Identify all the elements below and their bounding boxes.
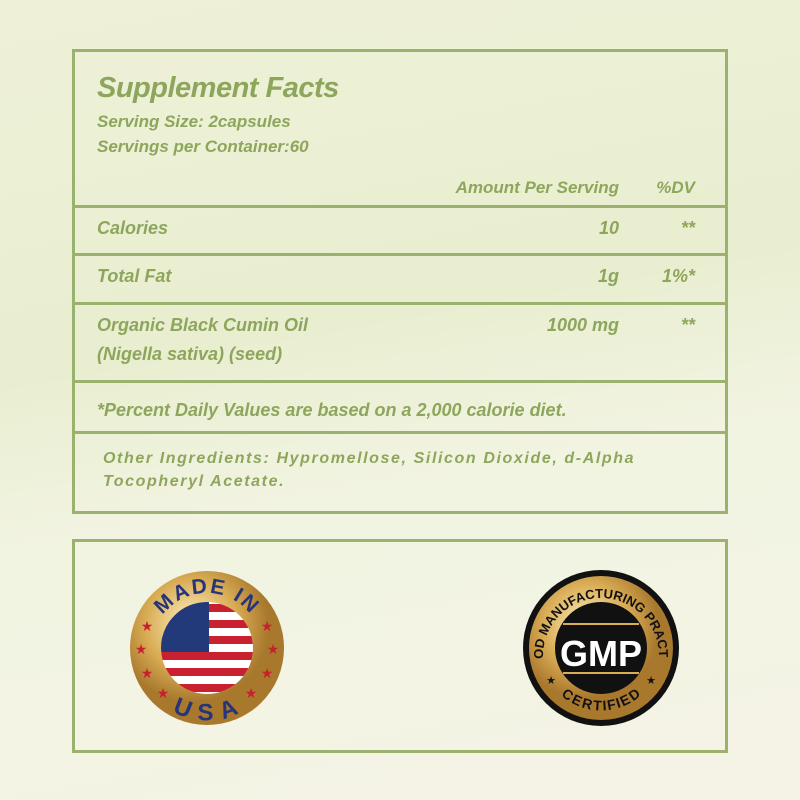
divider (75, 431, 725, 434)
svg-text:★: ★ (245, 685, 258, 701)
made-in-usa-badge: MADE IN USA ★ ★★ ★★ ★★ ★ (130, 571, 284, 727)
divider (75, 380, 725, 383)
row-fat-name: Total Fat (97, 266, 172, 286)
svg-text:★: ★ (141, 665, 154, 681)
facts-title: Supplement Facts (97, 72, 339, 104)
dv-footnote: *Percent Daily Values are based on a 2,0… (97, 400, 567, 420)
col-dv-header: %DV (656, 178, 695, 197)
row-fat-dv: 1%* (661, 266, 695, 286)
row-cumin-name-latin: (Nigella sativa) (seed) (97, 344, 283, 364)
servings-per-container: Servings per Container:60 (97, 137, 309, 156)
row-calories-amount: 10 (598, 218, 619, 238)
gmp-certified-badge: GMP GOOD MANUFACTURING PRACTICE CERTIFIE… (521, 568, 679, 726)
supplement-facts-panel: Supplement Facts Serving Size: 2capsules… (72, 49, 728, 514)
row-cumin-name: Organic Black Cumin Oil (97, 315, 309, 335)
svg-text:★: ★ (141, 618, 154, 634)
row-cumin-amount: 1000 mg (546, 315, 619, 335)
gmp-text: GMP (560, 633, 642, 674)
certification-panel: MADE IN USA ★★★★★★★★ GMP GOOD MANUFACTUR… (72, 539, 728, 753)
star-icons: ★ ★★ ★★ ★★ ★ (135, 618, 280, 701)
divider (75, 253, 725, 256)
svg-text:★: ★ (267, 641, 280, 657)
svg-text:★: ★ (646, 675, 656, 687)
other-ingredients-line2: Tocopheryl Acetate. (103, 473, 286, 490)
star-icons: ★ ★ (546, 675, 656, 687)
svg-text:★: ★ (546, 675, 556, 687)
other-ingredients-line1: Other Ingredients: Hypromellose, Silicon… (103, 450, 636, 467)
svg-text:★: ★ (157, 685, 170, 701)
col-amount-header: Amount Per Serving (455, 178, 619, 197)
row-calories-name: Calories (97, 218, 169, 238)
svg-text:★: ★ (261, 618, 274, 634)
svg-text:★: ★ (135, 641, 148, 657)
us-flag-icon (161, 602, 253, 694)
svg-text:★: ★ (261, 665, 274, 681)
divider (75, 302, 725, 305)
divider (75, 205, 725, 208)
row-calories-dv: ** (680, 218, 695, 238)
row-cumin-dv: ** (680, 315, 695, 335)
row-fat-amount: 1g (597, 266, 619, 286)
serving-size: Serving Size: 2capsules (97, 112, 291, 131)
